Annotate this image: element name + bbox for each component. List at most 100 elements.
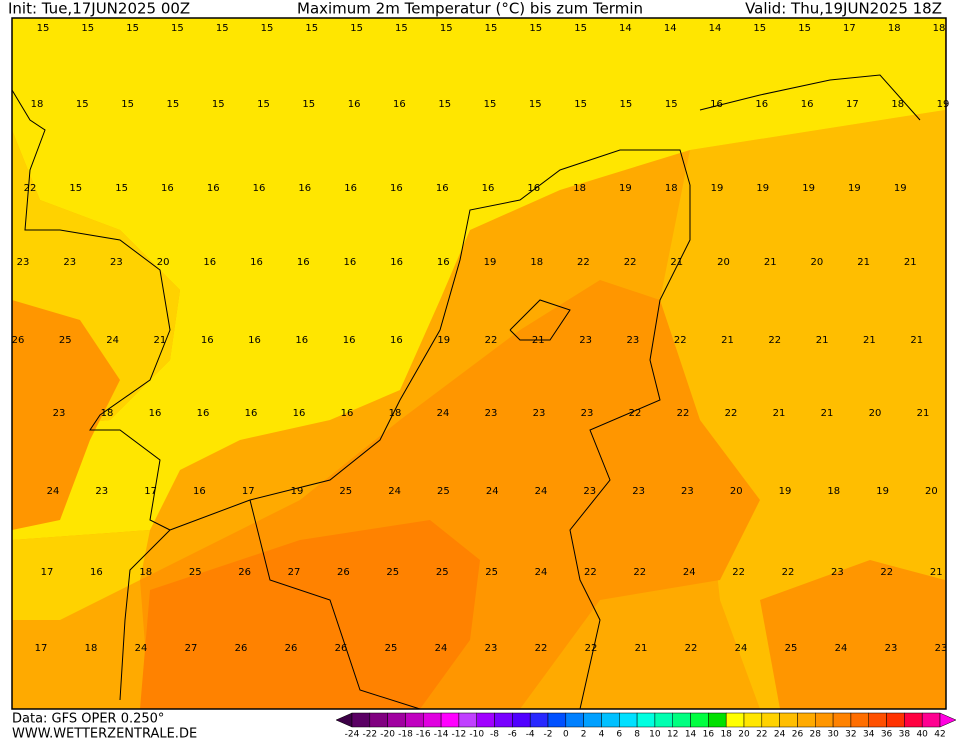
colorbar-tick-label: -4	[526, 730, 535, 740]
temperature-value: 25	[385, 643, 398, 654]
temperature-value: 25	[785, 643, 798, 654]
temperature-value: 15	[485, 23, 498, 34]
temperature-value: 19	[291, 486, 304, 497]
colorbar-swatch	[832, 712, 852, 728]
map-frame	[11, 17, 947, 710]
temperature-value: 18	[139, 567, 152, 578]
temperature-value: 22	[24, 183, 37, 194]
map-title: Maximum 2m Temperatur (°C) bis zum Termi…	[297, 0, 643, 18]
temperature-value: 23	[632, 486, 645, 497]
colorbar-swatch	[921, 712, 941, 728]
temperature-value: 16	[393, 99, 406, 110]
temperature-value: 16	[193, 486, 206, 497]
temperature-value: 22	[677, 408, 690, 419]
temperature-value: 18	[891, 99, 904, 110]
site-url: WWW.WETTERZENTRALE.DE	[12, 727, 197, 741]
colorbar-tick-label: 16	[703, 730, 715, 740]
temperature-value: 24	[535, 567, 548, 578]
temperature-value: 23	[95, 486, 108, 497]
temperature-value: 16	[344, 183, 357, 194]
temperature-value: 15	[121, 99, 134, 110]
colorbar-swatch	[850, 712, 869, 728]
colorbar-swatch	[672, 712, 691, 728]
temperature-value: 17	[843, 23, 856, 34]
temperature-value: 23	[583, 486, 596, 497]
colorbar-tick-label: 0	[563, 730, 569, 740]
temperature-value: 16	[348, 99, 361, 110]
temperature-value: 15	[438, 99, 451, 110]
temperature-value: 21	[857, 257, 870, 268]
temperature-value: 19	[937, 99, 950, 110]
temperature-value: 23	[627, 335, 640, 346]
colorbar-swatch	[886, 712, 905, 728]
colorbar-tick-label: -8	[490, 730, 499, 740]
temperature-value: 25	[436, 567, 449, 578]
temperature-value: 21	[764, 257, 777, 268]
colorbar-tick-label: -22	[362, 730, 377, 740]
temperature-value: 16	[710, 99, 723, 110]
temperature-value: 15	[302, 99, 315, 110]
temperature-value: 23	[885, 643, 898, 654]
colorbar-tick-label: 40	[916, 730, 928, 740]
temperature-value: 16	[250, 257, 263, 268]
temperature-value: 21	[721, 335, 734, 346]
temperature-value: 17	[242, 486, 255, 497]
colorbar-tick-label: -16	[416, 730, 431, 740]
temperature-value: 15	[574, 99, 587, 110]
colorbar-swatch	[761, 712, 780, 728]
temperature-value: 23	[581, 408, 594, 419]
temperature-value: 16	[390, 335, 403, 346]
colorbar: -24 -22 -20 -18 -16 -14 -12 -10 -8 -6 -4 -2 0 2 4 6 8 10 1…	[335, 712, 957, 740]
colorbar-tick-label: 30	[827, 730, 839, 740]
temperature-value: 15	[350, 23, 363, 34]
temperature-value: 18	[101, 408, 114, 419]
colorbar-tick-label: 36	[881, 730, 893, 740]
temperature-value: 16	[755, 99, 768, 110]
temperature-value: 15	[261, 23, 274, 34]
temperature-value: 22	[768, 335, 781, 346]
temperature-value: 22	[732, 567, 745, 578]
temperature-value: 24	[683, 567, 696, 578]
colorbar-swatch	[868, 712, 887, 728]
colorbar-swatch	[565, 712, 584, 728]
temperature-value: 24	[735, 643, 748, 654]
temperature-value: 23	[63, 257, 76, 268]
temperature-value: 18	[85, 643, 98, 654]
colorbar-swatch	[529, 712, 549, 728]
temperature-value: 17	[144, 486, 157, 497]
colorbar-tick-label: 14	[685, 730, 697, 740]
temperature-value: 21	[821, 408, 834, 419]
temperature-value: 23	[53, 408, 66, 419]
temperature-value: 21	[773, 408, 786, 419]
temperature-value: 19	[876, 486, 889, 497]
temperature-value: 15	[76, 99, 89, 110]
temperature-value: 19	[484, 257, 497, 268]
temperature-value: 21	[917, 408, 930, 419]
temperature-value: 20	[925, 486, 938, 497]
temperature-value: 22	[577, 257, 590, 268]
temperature-value: 16	[390, 183, 403, 194]
temperature-value: 24	[835, 643, 848, 654]
temperature-value: 15	[529, 23, 542, 34]
temperature-value: 16	[295, 335, 308, 346]
colorbar-swatch	[708, 712, 727, 728]
temperature-value: 16	[801, 99, 814, 110]
temperature-value: 16	[390, 257, 403, 268]
temperature-value: 22	[535, 643, 548, 654]
temperature-value: 19	[848, 183, 861, 194]
temperature-value: 15	[395, 23, 408, 34]
temperature-value: 27	[185, 643, 198, 654]
map-background	[11, 18, 946, 710]
colorbar-swatch	[654, 712, 673, 728]
colorbar-swatch	[476, 712, 495, 728]
temperature-value: 15	[171, 23, 184, 34]
colorbar-tick-label: 34	[863, 730, 875, 740]
colorbar-tick-label: 10	[649, 730, 661, 740]
temperature-value: 17	[41, 567, 54, 578]
temperature-value: 16	[436, 183, 449, 194]
temperature-value: 21	[904, 257, 917, 268]
temperature-value: 16	[437, 257, 450, 268]
colorbar-swatch	[351, 712, 371, 728]
temperature-value: 16	[149, 408, 162, 419]
